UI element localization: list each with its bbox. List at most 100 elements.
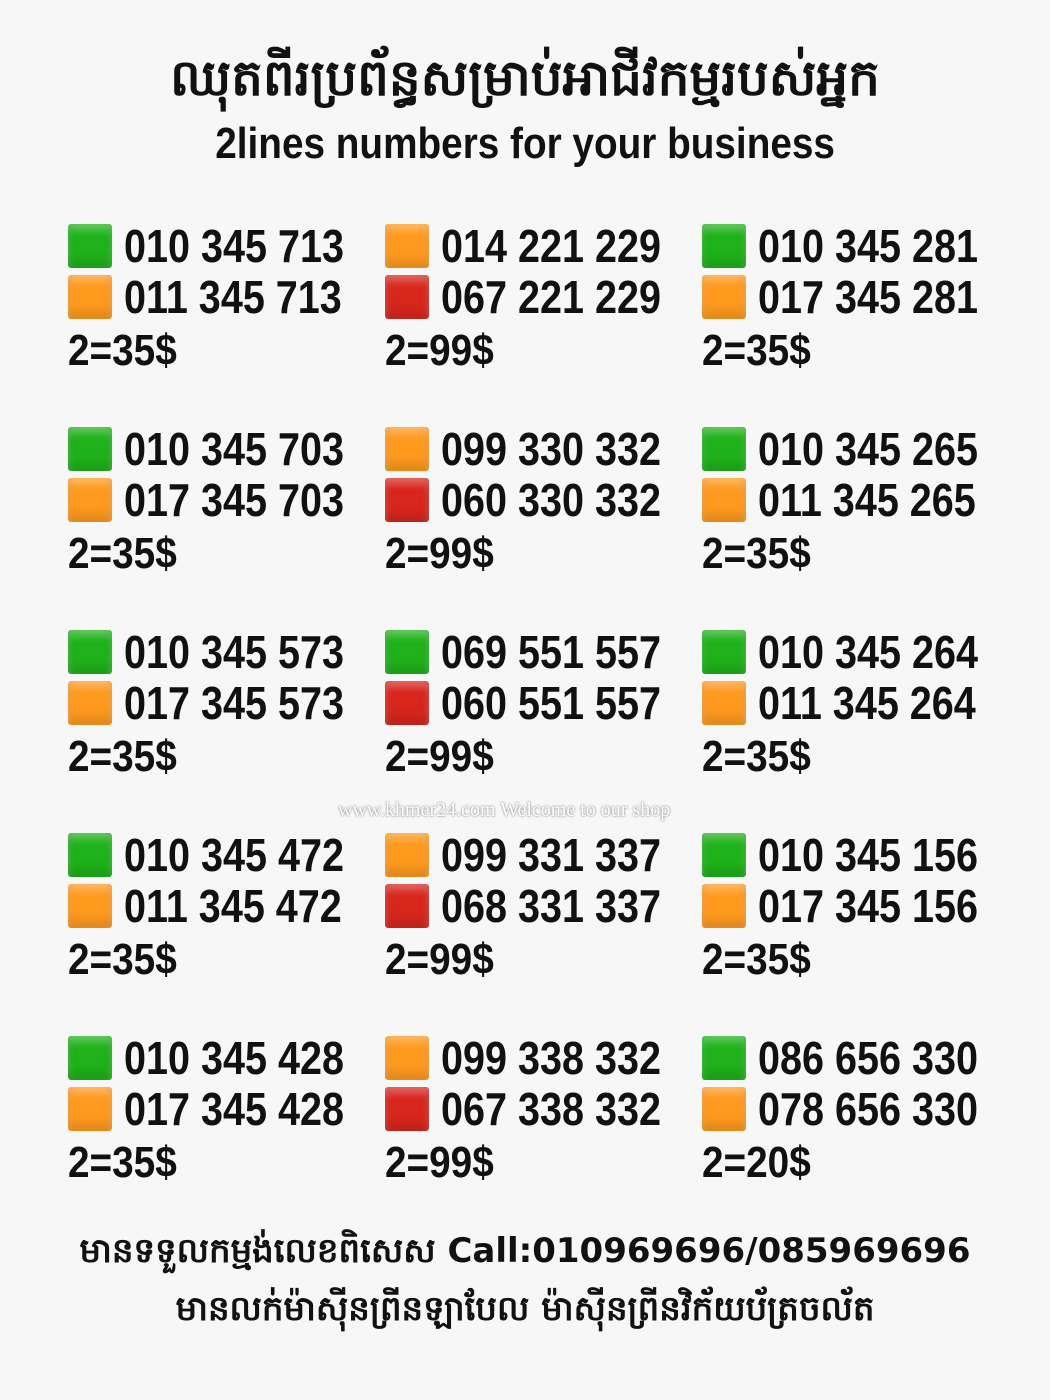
operator-square-icon	[702, 681, 746, 725]
offer-block: 099 331 337 068 331 337 2=99$	[385, 831, 695, 991]
phone-number: 011 345 472	[124, 880, 342, 932]
price: 2=35$	[702, 935, 811, 984]
offer-block: 010 345 156 017 345 156 2=35$	[702, 831, 1012, 991]
price: 2=99$	[385, 529, 494, 578]
phone-line: 010 345 713	[68, 222, 380, 270]
operator-square-icon	[702, 1036, 746, 1080]
phone-line: 069 551 557	[385, 628, 697, 676]
price: 2=99$	[385, 326, 494, 375]
phone-line: 067 338 332	[385, 1085, 697, 1133]
phone-line: 017 345 703	[68, 476, 380, 524]
operator-square-icon	[68, 224, 112, 268]
operator-square-icon	[702, 1087, 746, 1131]
phone-number: 011 345 265	[758, 474, 976, 526]
watermark: www.khmer24.com Welcome to our shop	[338, 799, 671, 821]
operator-square-icon	[385, 275, 429, 319]
offer-block: 099 338 332 067 338 332 2=99$	[385, 1034, 695, 1194]
offer-block: 069 551 557 060 551 557 2=99$	[385, 628, 695, 788]
price: 2=35$	[702, 529, 811, 578]
phone-line: 060 551 557	[385, 679, 697, 727]
phone-number: 010 345 264	[758, 626, 978, 678]
operator-square-icon	[702, 478, 746, 522]
price: 2=35$	[702, 732, 811, 781]
phone-number: 010 345 265	[758, 423, 978, 475]
phone-number: 068 331 337	[441, 880, 661, 932]
price: 2=35$	[68, 326, 177, 375]
operator-square-icon	[68, 681, 112, 725]
operator-square-icon	[68, 1036, 112, 1080]
operator-square-icon	[68, 833, 112, 877]
phone-line: 099 331 337	[385, 831, 697, 879]
offer-block: 086 656 330 078 656 330 2=20$	[702, 1034, 1012, 1194]
offer-block: 010 345 264 011 345 264 2=35$	[702, 628, 1012, 788]
operator-square-icon	[702, 630, 746, 674]
phone-number: 067 221 229	[441, 271, 661, 323]
phone-number: 010 345 472	[124, 829, 344, 881]
operator-square-icon	[68, 275, 112, 319]
price: 2=99$	[385, 732, 494, 781]
phone-number: 010 345 156	[758, 829, 978, 881]
price: 2=35$	[68, 732, 177, 781]
phone-line: 010 345 472	[68, 831, 380, 879]
title-english: 2lines numbers for your business	[0, 118, 1050, 170]
phone-line: 067 221 229	[385, 273, 697, 321]
phone-line: 014 221 229	[385, 222, 697, 270]
phone-number: 010 345 573	[124, 626, 344, 678]
phone-line: 086 656 330	[702, 1034, 1014, 1082]
phone-number: 010 345 428	[124, 1032, 344, 1084]
phone-number: 017 345 428	[124, 1083, 344, 1135]
operator-square-icon	[702, 884, 746, 928]
operator-square-icon	[702, 833, 746, 877]
operator-square-icon	[385, 224, 429, 268]
operator-square-icon	[702, 224, 746, 268]
offer-block: 099 330 332 060 330 332 2=99$	[385, 425, 695, 585]
phone-number: 010 345 281	[758, 220, 978, 272]
phone-line: 099 338 332	[385, 1034, 697, 1082]
operator-square-icon	[385, 1036, 429, 1080]
phone-number: 017 345 156	[758, 880, 978, 932]
phone-line: 011 345 264	[702, 679, 1011, 727]
phone-line: 010 345 428	[68, 1034, 380, 1082]
price: 2=20$	[702, 1138, 811, 1187]
price: 2=35$	[68, 935, 177, 984]
phone-line: 060 330 332	[385, 476, 697, 524]
phone-number: 014 221 229	[441, 220, 661, 272]
phone-line: 017 345 156	[702, 882, 1014, 930]
phone-number: 099 331 337	[441, 829, 661, 881]
operator-square-icon	[68, 1087, 112, 1131]
operator-square-icon	[68, 884, 112, 928]
offer-block: 010 345 281 017 345 281 2=35$	[702, 222, 1012, 382]
phone-line: 010 345 264	[702, 628, 1014, 676]
phone-number: 017 345 281	[758, 271, 978, 323]
phone-line: 078 656 330	[702, 1085, 1014, 1133]
phone-number: 011 345 264	[758, 677, 976, 729]
phone-line: 010 345 156	[702, 831, 1014, 879]
operator-square-icon	[385, 1087, 429, 1131]
operator-square-icon	[68, 630, 112, 674]
operator-square-icon	[385, 681, 429, 725]
offer-block: 010 345 265 011 345 265 2=35$	[702, 425, 1012, 585]
phone-number: 060 330 332	[441, 474, 661, 526]
price: 2=35$	[68, 1138, 177, 1187]
phone-line: 010 345 265	[702, 425, 1014, 473]
phone-line: 017 345 573	[68, 679, 380, 727]
phone-line: 010 345 703	[68, 425, 380, 473]
operator-square-icon	[385, 630, 429, 674]
operator-square-icon	[385, 833, 429, 877]
operator-square-icon	[68, 478, 112, 522]
title-khmer: ឈុតពីរប្រព័ន្ធសម្រាប់អាជីវកម្មរបស់អ្នក	[170, 49, 880, 107]
footer-products: មានលក់ម៉ាស៊ីនព្រីនឡាបែល ម៉ាស៊ីនព្រីនវិក័…	[175, 1289, 875, 1329]
price: 2=99$	[385, 935, 494, 984]
operator-square-icon	[702, 275, 746, 319]
footer-contact: មានទទួលកម្មង់លេខពិសេស Call:010969696/085…	[79, 1231, 971, 1271]
phone-line: 010 345 281	[702, 222, 1014, 270]
offer-block: 014 221 229 067 221 229 2=99$	[385, 222, 695, 382]
price: 2=35$	[702, 326, 811, 375]
offer-block: 010 345 573 017 345 573 2=35$	[68, 628, 378, 788]
phone-line: 017 345 281	[702, 273, 1014, 321]
operator-square-icon	[385, 478, 429, 522]
phone-number: 011 345 713	[124, 271, 342, 323]
operator-square-icon	[702, 427, 746, 471]
phone-number: 010 345 703	[124, 423, 344, 475]
phone-number: 069 551 557	[441, 626, 661, 678]
